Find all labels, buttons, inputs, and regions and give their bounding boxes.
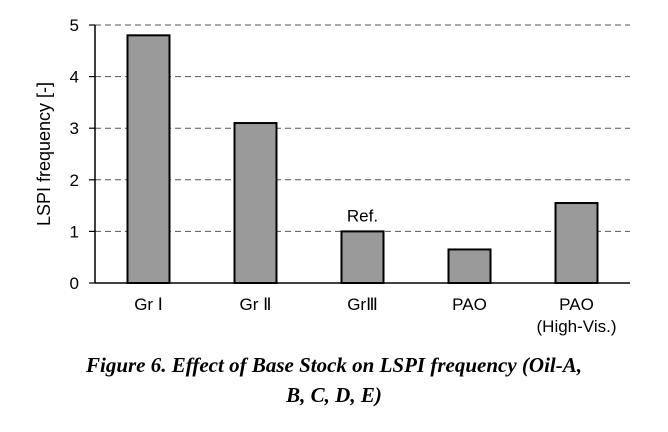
x-tick-label-0: Gr Ⅰ (134, 295, 163, 314)
bar-0 (126, 34, 171, 284)
bar-2 (340, 230, 385, 284)
y-tick-labels: 0 1 2 3 4 5 (70, 16, 95, 293)
y-tick-label-2: 2 (70, 171, 79, 190)
y-tick-label-0: 0 (70, 274, 79, 293)
y-tick-label-5: 5 (70, 16, 79, 35)
x-tick-label-3: PAO (452, 295, 487, 314)
bar-4 (554, 202, 599, 285)
grid-lines (95, 24, 630, 232)
y-tick-label-4: 4 (70, 68, 79, 87)
annotations: Ref. (347, 206, 378, 225)
bar-chart: 0 1 2 3 4 5 Gr Ⅰ Gr Ⅱ GrⅢ PAO PAO (High-Vis.) Ref.… (34, 16, 630, 336)
y-tick-label-1: 1 (70, 222, 79, 241)
figure-caption: Figure 6. Effect of Base Stock on LSPI f… (0, 350, 668, 410)
x-tick-label-4: PAO (559, 295, 594, 314)
x-tick-label-4-line-1: (High-Vis.) (537, 317, 617, 336)
bar-1 (233, 122, 278, 285)
bars (126, 34, 599, 285)
caption-line-2: B, C, D, E) (286, 383, 382, 407)
bar-3 (447, 248, 492, 285)
x-tick-label-2: GrⅢ (347, 295, 378, 314)
x-tick-label-1: Gr Ⅱ (240, 295, 272, 314)
axes (94, 25, 630, 284)
y-tick-label-3: 3 (70, 119, 79, 138)
x-tick-labels: Gr Ⅰ Gr Ⅱ GrⅢ PAO PAO (High-Vis.) (134, 295, 616, 336)
y-axis-label: LSPI frequency [-] (34, 82, 54, 226)
caption-line-1: Figure 6. Effect of Base Stock on LSPI f… (85, 353, 582, 377)
annotation-0: Ref. (347, 206, 378, 225)
